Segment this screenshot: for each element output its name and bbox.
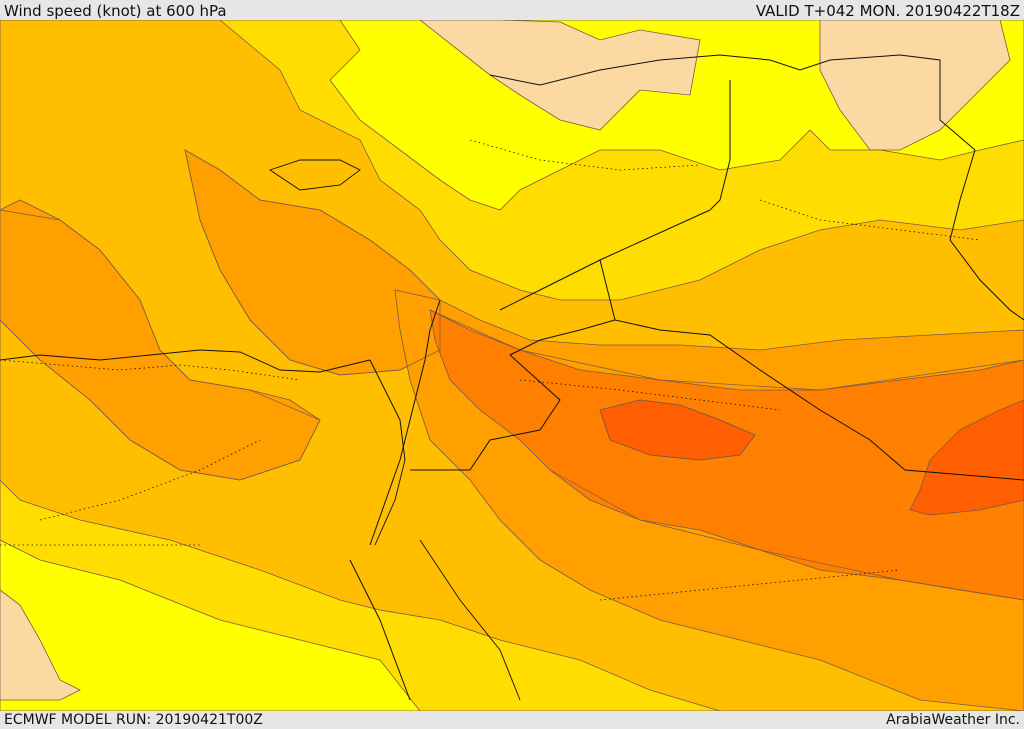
model-run: ECMWF MODEL RUN: 20190421T00Z xyxy=(4,712,263,728)
province-lines xyxy=(0,139,981,601)
calm-area-north xyxy=(419,20,701,131)
country-borders xyxy=(349,54,1024,701)
credit: ArabiaWeather Inc. xyxy=(886,712,1020,728)
map-footer: ECMWF MODEL RUN: 20190421T00Z ArabiaWeat… xyxy=(0,711,1024,729)
coastlines xyxy=(0,159,521,701)
band-level-6-east xyxy=(909,399,1024,516)
contour-lines xyxy=(0,149,1024,601)
map-header: Wind speed (knot) at 600 hPa VALID T+042… xyxy=(0,0,1024,20)
map-title: Wind speed (knot) at 600 hPa xyxy=(4,2,227,20)
wind-speed-map xyxy=(0,20,1024,711)
valid-time: VALID T+042 MON. 20190422T18Z xyxy=(755,2,1020,20)
calm-area-northeast xyxy=(819,20,1011,151)
calm-area-southwest xyxy=(0,589,81,701)
